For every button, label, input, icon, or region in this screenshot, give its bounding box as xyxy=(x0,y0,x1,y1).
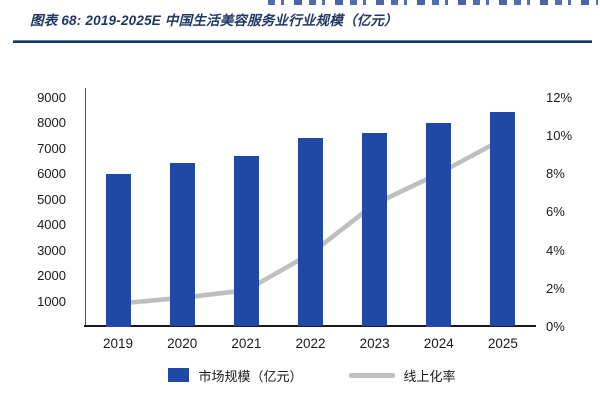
x-axis-label-2022: 2022 xyxy=(295,336,326,351)
chart-legend: 市场规模（亿元） 线上化率 xyxy=(86,363,538,387)
right-axis-tick-label: 2% xyxy=(546,280,565,296)
legend-line-label: 线上化率 xyxy=(403,368,456,384)
left-axis-tick-label: 1000 xyxy=(37,293,66,309)
right-axis-tick-label: 4% xyxy=(546,242,565,258)
left-axis-tick-label: 3000 xyxy=(37,242,66,258)
title-divider xyxy=(13,40,592,43)
x-axis-label-2023: 2023 xyxy=(359,336,390,351)
market-size-bar-2021 xyxy=(233,155,259,327)
x-axis-label-2021: 2021 xyxy=(231,336,262,351)
left-axis-tick-label: 7000 xyxy=(37,140,66,156)
legend-line-swatch xyxy=(348,372,395,378)
left-y-axis-line xyxy=(85,88,87,327)
x-axis-label-2019: 2019 xyxy=(103,336,134,351)
left-axis-tick-label: 5000 xyxy=(37,191,66,207)
market-size-bar-2020 xyxy=(169,163,195,327)
right-axis-tick-label: 6% xyxy=(546,204,565,220)
clipped-text-fragment xyxy=(268,0,598,5)
right-axis-tick-label: 10% xyxy=(546,127,573,143)
right-axis-tick-label: 8% xyxy=(546,166,565,181)
x-axis-label-2025: 2025 xyxy=(487,336,518,351)
market-size-bar-2022 xyxy=(298,137,323,327)
figure-title: 图表 68: 2019-2025E 中国生活美容服务业行业规模（亿元） xyxy=(30,13,398,28)
right-axis-tick-label: 12% xyxy=(546,89,573,105)
market-size-bar-2025 xyxy=(490,112,516,327)
market-size-bar-2024 xyxy=(426,122,452,327)
legend-bar-swatch xyxy=(168,368,190,382)
right-axis-tick-label: 0% xyxy=(546,319,565,334)
left-axis-tick-label: 4000 xyxy=(37,217,66,232)
left-axis-tick-label: 9000 xyxy=(37,89,66,105)
left-axis-tick-label: 6000 xyxy=(37,166,66,181)
legend-bar-label: 市场规模（亿元） xyxy=(198,368,303,384)
market-size-bar-2019 xyxy=(105,173,131,327)
market-size-bar-2023 xyxy=(362,132,388,327)
left-axis-tick-label: 2000 xyxy=(37,268,66,283)
left-axis-tick-label: 8000 xyxy=(37,115,66,130)
x-axis-label-2020: 2020 xyxy=(167,336,198,351)
x-axis-label-2024: 2024 xyxy=(423,336,454,351)
